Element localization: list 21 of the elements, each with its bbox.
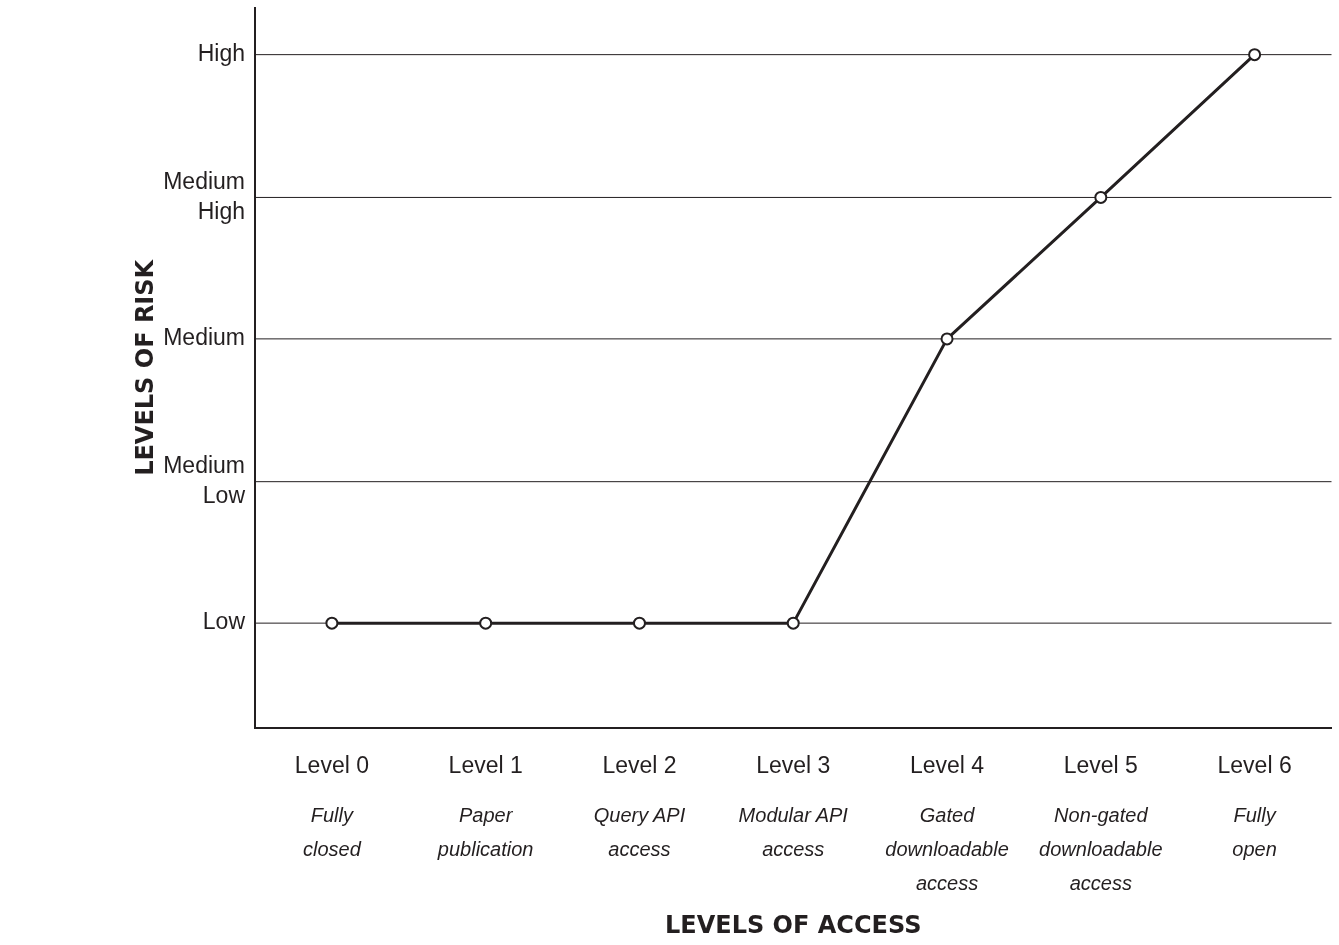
- x-tick-label: Level 0 Fully closed: [294, 751, 369, 860]
- x-tick-label: Level 3 Modular API access: [738, 751, 849, 860]
- ref-line-label: Medium: [163, 324, 245, 351]
- point: [1094, 190, 1108, 204]
- point: [632, 616, 646, 630]
- ref-line-label: High: [197, 39, 245, 66]
- x-tick-label: Level 1 Paper publication: [436, 751, 534, 860]
- ref-line-label: Medium Low: [163, 452, 246, 509]
- point: [1248, 48, 1262, 62]
- point: [325, 616, 339, 630]
- x-tick-label: Level 2 Query API access: [593, 751, 686, 860]
- x-axis-title: LEVELS OF ACCESS: [665, 910, 922, 939]
- point: [479, 616, 493, 630]
- y-axis-title: LEVELS OF RISK: [130, 258, 159, 476]
- point: [786, 616, 800, 630]
- point: [940, 332, 954, 346]
- x-tick-label: Level 6 Fully open: [1217, 751, 1292, 860]
- x-tick-label: Level 5 Non-gated downloadable access: [1039, 751, 1163, 894]
- ref-line-label: Medium High: [163, 167, 245, 224]
- ref-line-label: Low: [202, 608, 246, 635]
- x-tick-label: Level 4 Gated downloadable access: [885, 751, 1009, 894]
